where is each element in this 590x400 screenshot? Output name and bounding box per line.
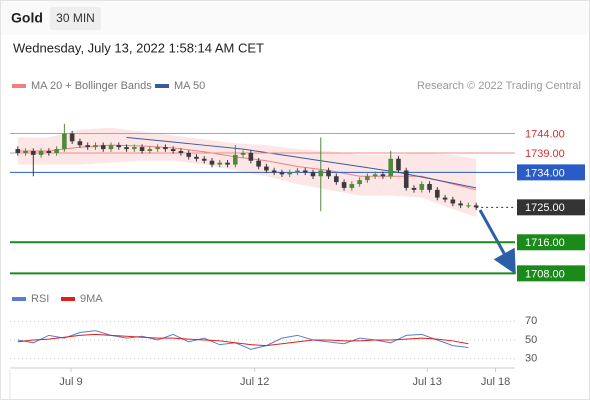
datetime: Wednesday, July 13, 2022 1:58:14 AM CET bbox=[13, 40, 264, 55]
y-tick-label: 30 bbox=[525, 353, 537, 365]
candle-body bbox=[271, 170, 277, 173]
candle-body bbox=[427, 184, 432, 190]
candle-body bbox=[435, 189, 440, 198]
candle-body bbox=[248, 152, 254, 161]
candle-body bbox=[132, 147, 137, 150]
candle-body bbox=[403, 170, 409, 188]
legend-swatch bbox=[61, 297, 75, 301]
candle-body bbox=[100, 145, 106, 150]
x-tick-label: Jul 12 bbox=[240, 376, 269, 388]
candle-body bbox=[442, 197, 448, 200]
interval-box[interactable] bbox=[50, 7, 101, 30]
candle-body bbox=[186, 152, 191, 157]
candle-body bbox=[170, 149, 176, 152]
candle-body bbox=[264, 166, 269, 171]
candle-body bbox=[93, 145, 98, 148]
candle-body bbox=[69, 133, 75, 142]
candle-body bbox=[341, 182, 347, 188]
candle-body bbox=[15, 149, 21, 153]
indicator-line bbox=[17, 333, 469, 347]
candle-body bbox=[287, 172, 292, 175]
candle-body bbox=[194, 156, 199, 159]
level-label: 1716.00 bbox=[525, 237, 565, 249]
forecast-arrow bbox=[478, 209, 516, 275]
candle-body bbox=[108, 145, 114, 150]
candle-body bbox=[458, 203, 463, 206]
candle-body bbox=[85, 145, 90, 148]
legend-swatch bbox=[12, 84, 26, 88]
candle-body bbox=[302, 170, 308, 173]
legend-label: 9MA bbox=[80, 293, 103, 305]
candle-body bbox=[178, 151, 184, 153]
level-label: 1744.00 bbox=[525, 128, 565, 140]
candle-body bbox=[116, 145, 122, 148]
candle-body bbox=[310, 172, 316, 177]
level-label-box bbox=[517, 234, 585, 251]
candle-body bbox=[372, 174, 378, 177]
candle-body bbox=[388, 158, 393, 177]
candle-body bbox=[77, 141, 83, 146]
x-tick-label: Jul 9 bbox=[59, 376, 82, 388]
candle-body bbox=[217, 162, 223, 165]
candle-body bbox=[46, 151, 52, 153]
candle-body bbox=[365, 176, 370, 181]
level-label: 1739.00 bbox=[525, 148, 565, 160]
candle-body bbox=[54, 149, 59, 153]
candle-body bbox=[419, 184, 425, 190]
candle-body bbox=[233, 154, 238, 165]
candle-body bbox=[163, 147, 168, 150]
candle-body bbox=[466, 205, 471, 207]
x-tick-label: Jul 18 bbox=[481, 376, 510, 388]
candle-body bbox=[201, 158, 207, 161]
level-label: 1734.00 bbox=[525, 167, 565, 179]
candle-body bbox=[326, 170, 331, 177]
level-label-box bbox=[517, 265, 585, 282]
y-tick-label: 50 bbox=[525, 334, 537, 346]
candle-body bbox=[295, 170, 300, 173]
candle-body bbox=[380, 174, 386, 177]
level-label: 1725.00 bbox=[525, 202, 565, 214]
interval[interactable]: 30 MIN bbox=[56, 11, 95, 25]
candle-body bbox=[38, 151, 44, 155]
candle-body bbox=[23, 151, 28, 153]
candle-body bbox=[240, 152, 246, 155]
candle-body bbox=[155, 147, 160, 150]
legend-label: RSI bbox=[31, 293, 49, 305]
candle-body bbox=[357, 180, 362, 185]
candle-body bbox=[334, 176, 339, 183]
candle-body bbox=[450, 199, 456, 204]
indicator-line bbox=[17, 330, 469, 350]
candle-body bbox=[225, 162, 230, 165]
x-tick-label: Jul 13 bbox=[413, 376, 442, 388]
legend-swatch bbox=[155, 84, 169, 88]
candle-body bbox=[396, 158, 401, 171]
y-tick-label: 70 bbox=[525, 315, 537, 327]
candle-body bbox=[473, 205, 479, 208]
legend-label: MA 20 + Bollinger Bands bbox=[31, 80, 152, 92]
candle-body bbox=[349, 184, 355, 188]
candle-body bbox=[318, 170, 324, 177]
candle-body bbox=[256, 160, 261, 167]
candle-body bbox=[139, 147, 145, 152]
moving-average bbox=[126, 136, 477, 189]
level-label-box bbox=[517, 164, 585, 181]
candle-body bbox=[147, 149, 153, 152]
symbol: Gold bbox=[11, 10, 43, 26]
level-label-box bbox=[517, 199, 585, 216]
level-label: 1708.00 bbox=[525, 268, 565, 280]
attribution: Research © 2022 Trading Central bbox=[417, 80, 581, 92]
candle-body bbox=[279, 172, 285, 175]
candle-body bbox=[124, 147, 129, 150]
candle-body bbox=[31, 151, 36, 155]
candle-body bbox=[209, 160, 215, 165]
candle-body bbox=[411, 187, 417, 190]
candle-body bbox=[62, 133, 67, 150]
legend-label: MA 50 bbox=[174, 80, 205, 92]
legend-swatch bbox=[12, 297, 26, 301]
